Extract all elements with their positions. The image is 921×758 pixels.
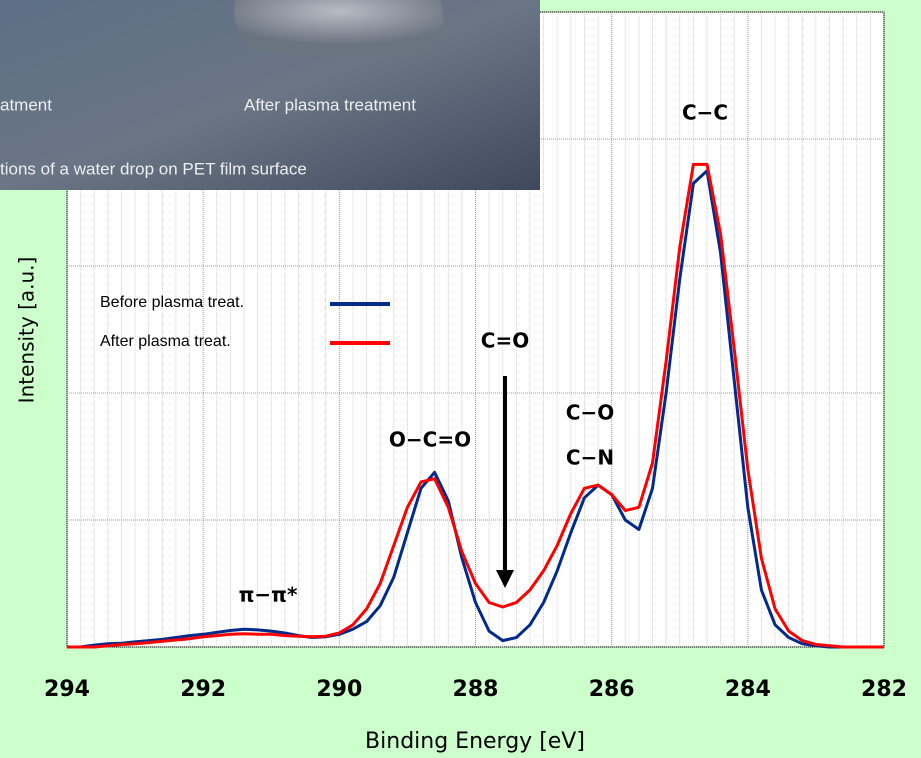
x-tick-label: 284 [725,677,771,702]
annotation: C−O [566,401,614,425]
x-tick-label: 290 [316,677,362,702]
series-line [67,162,884,649]
annotation: C=O [481,329,529,353]
legend-label: Before plasma treat. [100,294,244,311]
photo-caption: atment [0,95,52,114]
x-axis-title: Binding Energy [eV] [365,729,585,754]
x-tick-label: 288 [453,677,499,702]
series-line [67,169,884,649]
x-tick-label: 292 [180,677,226,702]
x-tick-label: 294 [44,677,90,702]
x-tick-label: 282 [861,677,907,702]
legend-label: After plasma treat. [100,333,231,350]
photo-caption: After plasma treatment [244,95,416,114]
annotation: O−C=O [389,428,471,452]
water-drop [234,0,444,56]
annotation: C−N [566,446,614,470]
arrow-head [496,570,514,588]
y-axis-title: Intensity [a.u.] [15,257,39,404]
annotation: π−π* [239,583,298,607]
x-tick-label: 286 [589,677,635,702]
photo-overlay: atment After plasma treatment tions of a… [0,0,540,190]
annotation: C−C [682,101,728,125]
photo-footer: tions of a water drop on PET film surfac… [0,159,307,178]
